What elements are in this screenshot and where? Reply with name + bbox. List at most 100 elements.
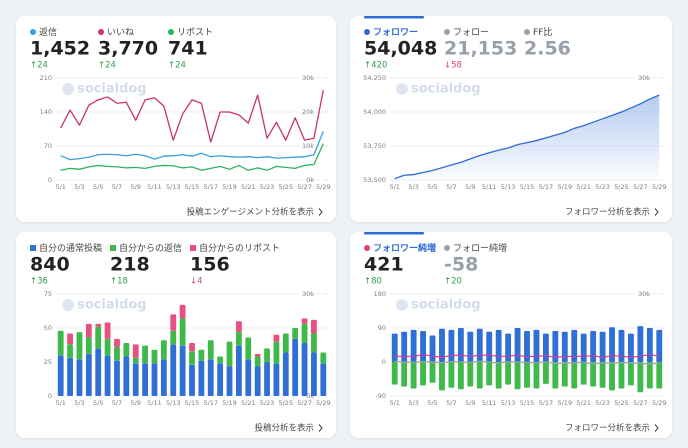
legend-marker xyxy=(190,245,196,251)
series-line xyxy=(394,360,660,365)
bar-segment xyxy=(67,357,73,396)
chevron-icon[interactable] xyxy=(654,424,659,432)
y-tick-label: 210 xyxy=(40,74,52,82)
bar-segment xyxy=(76,359,83,396)
bar xyxy=(486,362,493,386)
bar-segment xyxy=(57,330,64,356)
y2-tick-label: 30k xyxy=(638,74,650,82)
x-tick-label: 5/25 xyxy=(614,183,629,191)
stat-value: 218 xyxy=(110,254,150,276)
y-tick-label: 0 xyxy=(382,358,386,366)
y-tick-label: 0 xyxy=(48,392,52,400)
bar xyxy=(580,333,587,362)
bar-segment xyxy=(179,345,186,396)
y-tick-label: -90 xyxy=(375,392,386,400)
bar-segment xyxy=(57,355,64,396)
posts-card: 自分の通常投稿 840 ↑36 自分からの返信 218 ↑18 自分からのリポスト 156 ↓4… xyxy=(16,232,336,438)
chevron-icon[interactable] xyxy=(654,208,659,216)
stat-value: 21,153 xyxy=(444,38,517,60)
bar xyxy=(439,362,445,391)
follower-card: フォロワー 54,048 ↑420 フォロー 21,153 ↓58 FF比 2.56 socia… xyxy=(350,16,672,222)
x-tick-label: 5/13 xyxy=(166,399,181,407)
legend-marker xyxy=(364,245,370,251)
chevron-icon[interactable] xyxy=(318,424,323,432)
bar-segment xyxy=(207,359,214,396)
bar-segment xyxy=(179,318,186,346)
bar-segment xyxy=(95,326,102,349)
x-tick-label: 5/13 xyxy=(501,399,516,407)
bar-segment xyxy=(189,364,195,396)
x-tick-label: 5/19 xyxy=(557,399,572,407)
x-tick-label: 5/21 xyxy=(576,183,591,191)
y-tick-label: 70 xyxy=(44,142,52,150)
detail-link[interactable]: 投稿エンゲージメント分析を表示 xyxy=(187,207,314,218)
stat-label: 自分からのリポスト xyxy=(199,242,280,254)
bar-segment xyxy=(189,342,195,352)
bar xyxy=(514,328,521,362)
x-tick-label: 5/27 xyxy=(297,399,312,407)
x-tick-label: 5/23 xyxy=(595,399,610,407)
bar xyxy=(420,331,426,362)
bar xyxy=(495,329,502,362)
series-line xyxy=(60,90,324,143)
bar xyxy=(599,362,606,388)
bar-segment xyxy=(245,337,252,360)
series-line xyxy=(60,143,324,171)
x-tick-label: 5/21 xyxy=(241,399,256,407)
legend-marker xyxy=(364,29,370,35)
legend-marker xyxy=(444,245,450,251)
bar-segment xyxy=(235,345,242,396)
stat-label: フォロワー純増 xyxy=(373,242,436,254)
chevron-icon[interactable] xyxy=(318,208,323,216)
stat-label: 自分の通常投稿 xyxy=(39,242,102,254)
bar-segment xyxy=(235,332,242,346)
stat-label: フォロー純増 xyxy=(453,242,507,254)
x-tick-label: 5/5 xyxy=(427,399,437,407)
detail-link[interactable]: フォロワー分析を表示 xyxy=(565,423,650,434)
bar xyxy=(486,331,493,362)
watermark: socialdog xyxy=(411,82,481,97)
x-tick-label: 5/13 xyxy=(166,183,181,191)
bar-segment xyxy=(142,345,149,364)
detail-link[interactable]: 投稿分析を表示 xyxy=(254,423,314,434)
bar-segment xyxy=(123,356,130,396)
bar-segment xyxy=(198,349,205,361)
bar-segment xyxy=(151,349,158,364)
bar-segment xyxy=(132,344,139,358)
bar xyxy=(637,362,644,393)
bar-segment xyxy=(160,359,167,396)
x-tick-label: 5/9 xyxy=(465,183,475,191)
legend-marker xyxy=(110,245,116,251)
x-tick-label: 5/11 xyxy=(147,183,162,191)
bar-segment xyxy=(114,347,120,361)
bar-segment xyxy=(273,363,280,396)
stat-change: ↑24 xyxy=(98,61,116,71)
bar xyxy=(561,331,568,362)
bar-segment xyxy=(311,319,317,334)
x-tick-label: 5/19 xyxy=(557,183,572,191)
bar-segment xyxy=(170,330,177,345)
bar xyxy=(656,329,663,362)
stat-change: ↑20 xyxy=(444,277,462,287)
bar-segment xyxy=(301,318,308,324)
bar xyxy=(429,335,436,362)
bar-segment xyxy=(226,341,233,367)
bar xyxy=(476,328,483,362)
x-tick-label: 5/1 xyxy=(389,399,399,407)
stat-label: FF比 xyxy=(533,26,552,38)
bar xyxy=(656,362,663,389)
bar xyxy=(533,362,540,389)
x-tick-label: 5/17 xyxy=(539,399,554,407)
bar xyxy=(448,362,455,388)
bar-segment xyxy=(254,366,261,396)
x-tick-label: 5/5 xyxy=(93,183,103,191)
x-tick-label: 5/29 xyxy=(652,183,667,191)
bar xyxy=(420,362,426,386)
stat-change: ↑18 xyxy=(110,277,128,287)
active-tab-indicator xyxy=(364,232,424,235)
bar-segment xyxy=(301,342,308,396)
bar-segment xyxy=(207,340,214,360)
stat-value: 2.56 xyxy=(524,38,571,60)
detail-link[interactable]: フォロワー分析を表示 xyxy=(565,207,650,218)
